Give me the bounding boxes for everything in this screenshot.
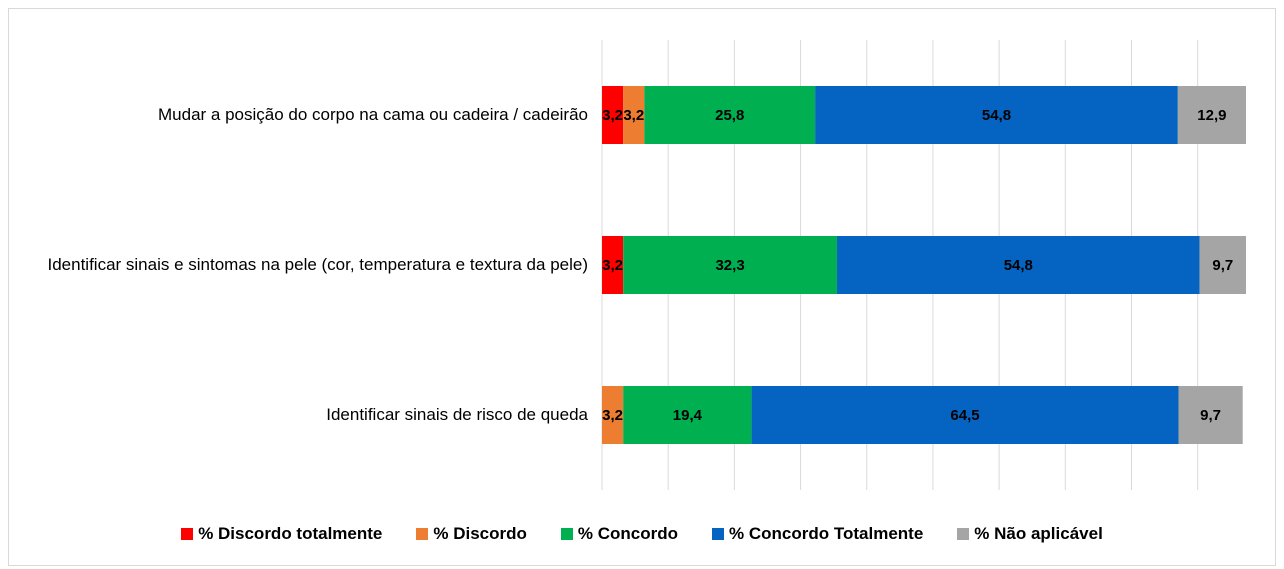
category-label: Identificar sinais e sintomas na pele (c… [10, 253, 588, 277]
bar-segment [1199, 236, 1246, 294]
data-label: 9,7 [1200, 407, 1221, 424]
legend-label: % Concordo Totalmente [729, 524, 924, 543]
bar-segment [602, 236, 624, 294]
data-label: 64,5 [950, 407, 979, 424]
legend-swatch [560, 528, 573, 540]
legend-swatch [416, 528, 429, 540]
data-label: 25,8 [715, 107, 744, 124]
bar-segment [602, 386, 624, 444]
bar-segment [1178, 386, 1243, 444]
bar-segment [644, 86, 816, 144]
data-label: 9,7 [1212, 257, 1233, 274]
legend-label: % Discordo totalmente [198, 524, 383, 543]
legend-label: % Não aplicável [974, 524, 1103, 543]
data-label: 19,4 [673, 407, 703, 424]
data-label: 54,8 [982, 107, 1011, 124]
legend-item: % Discordo [416, 524, 527, 544]
data-label: 32,3 [715, 257, 744, 274]
category-text: Identificar sinais de risco de queda [326, 405, 588, 424]
category-label: Mudar a posição do corpo na cama ou cade… [10, 103, 588, 127]
bar-segment [623, 86, 645, 144]
data-label: 3,2 [623, 107, 644, 124]
bars [602, 86, 1246, 444]
legend-item: % Não aplicável [957, 524, 1103, 544]
bar-segment [623, 386, 752, 444]
category-label: Identificar sinais de risco de queda [10, 403, 588, 427]
legend-item: % Discordo totalmente [181, 524, 382, 544]
legend-item: % Concordo Totalmente [712, 524, 923, 544]
bar-segment [815, 86, 1178, 144]
bar-segment [836, 236, 1200, 294]
data-label: 3,2 [602, 407, 623, 424]
data-label: 3,2 [602, 107, 623, 124]
category-text: Mudar a posição do corpo na cama ou cade… [158, 105, 588, 124]
data-label: 12,9 [1197, 107, 1226, 124]
legend-swatch [957, 528, 970, 540]
legend-swatch [712, 528, 725, 540]
legend-swatch [181, 528, 194, 540]
legend: % Discordo totalmente % Discordo % Concord… [0, 524, 1284, 544]
bar-segment [751, 386, 1179, 444]
category-text: Identificar sinais e sintomas na pele (c… [47, 255, 588, 274]
data-label: 54,8 [1004, 257, 1033, 274]
bar-segment [623, 236, 837, 294]
bar-segment [602, 86, 624, 144]
legend-label: % Concordo [577, 524, 679, 543]
bar-segment [1177, 86, 1246, 144]
legend-item: % Concordo [560, 524, 679, 544]
legend-label: % Discordo [433, 524, 527, 543]
data-label: 3,2 [602, 257, 623, 274]
